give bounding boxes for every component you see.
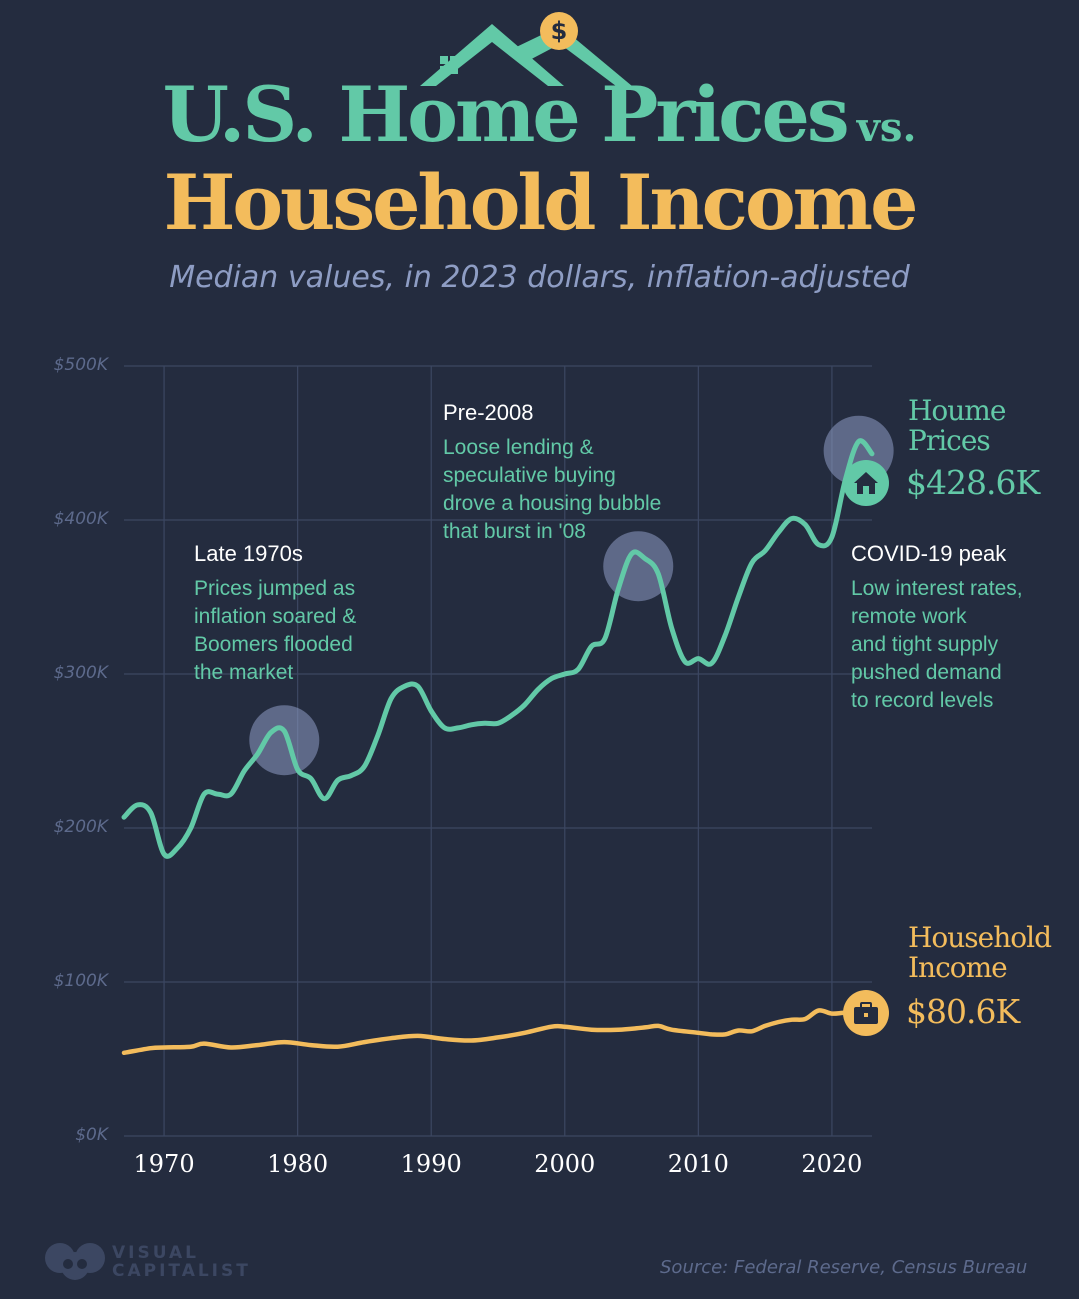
source-note: Source: Federal Reserve, Census Bureau <box>660 1257 1028 1278</box>
dollar-coin-icon: $ <box>540 12 578 50</box>
y-tick-label: $300K <box>53 663 108 683</box>
y-tick-label: $100K <box>53 971 108 991</box>
house-roof-graphic <box>420 24 632 86</box>
y-tick-label: $200K <box>53 817 108 837</box>
house-icon <box>843 460 889 506</box>
annotation-text: Prices jumped as inflation soared & Boom… <box>194 577 357 684</box>
title-line-2: Household Income <box>163 158 919 247</box>
annotation-text: Loose lending & speculative buying drove… <box>443 436 662 543</box>
household-income-label: Household Income <box>908 921 1052 984</box>
household-income-line <box>121 1008 875 1056</box>
y-tick-label: $500K <box>53 355 108 375</box>
title-main: U.S. Home Prices <box>162 70 850 159</box>
x-tick-label: 2000 <box>534 1150 596 1178</box>
subtitle: Median values, in 2023 dollars, inflatio… <box>169 260 910 295</box>
y-tick-label: $0K <box>75 1125 108 1145</box>
annotation-title: Pre-2008 <box>443 400 534 425</box>
highlight-late-1970s <box>249 705 320 776</box>
annotation-covid-peak: COVID-19 peak Low interest rates, remote… <box>851 541 1023 715</box>
x-tick-label: 1970 <box>133 1150 195 1178</box>
title-line-1: U.S. Home Prices vs. <box>0 70 1079 159</box>
visual-capitalist-logo-icon <box>45 1243 105 1280</box>
home-prices-line <box>121 438 875 859</box>
x-tick-label: 1980 <box>267 1150 329 1178</box>
title-vs: vs. <box>856 104 917 151</box>
household-income-value: $80.6K <box>906 992 1020 1031</box>
x-tick-label: 2020 <box>801 1150 863 1178</box>
x-tick-label: 1990 <box>400 1150 462 1178</box>
annotation-title: Late 1970s <box>194 541 303 566</box>
annotation-title: COVID-19 peak <box>851 541 1007 566</box>
y-tick-label: $400K <box>53 509 108 529</box>
home-prices-label: Houme Prices <box>908 394 1006 457</box>
annotation-text: Low interest rates, remote work and tigh… <box>851 577 1023 712</box>
annotation-late-1970s: Late 1970s Prices jumped as inflation so… <box>194 541 356 687</box>
home-prices-value: $428.6K <box>906 463 1040 502</box>
briefcase-icon <box>843 990 889 1036</box>
logo-text: VISUAL CAPITALIST <box>112 1243 251 1281</box>
x-tick-label: 2010 <box>667 1150 729 1178</box>
annotation-pre-2008: Pre-2008 Loose lending & speculative buy… <box>443 400 661 546</box>
